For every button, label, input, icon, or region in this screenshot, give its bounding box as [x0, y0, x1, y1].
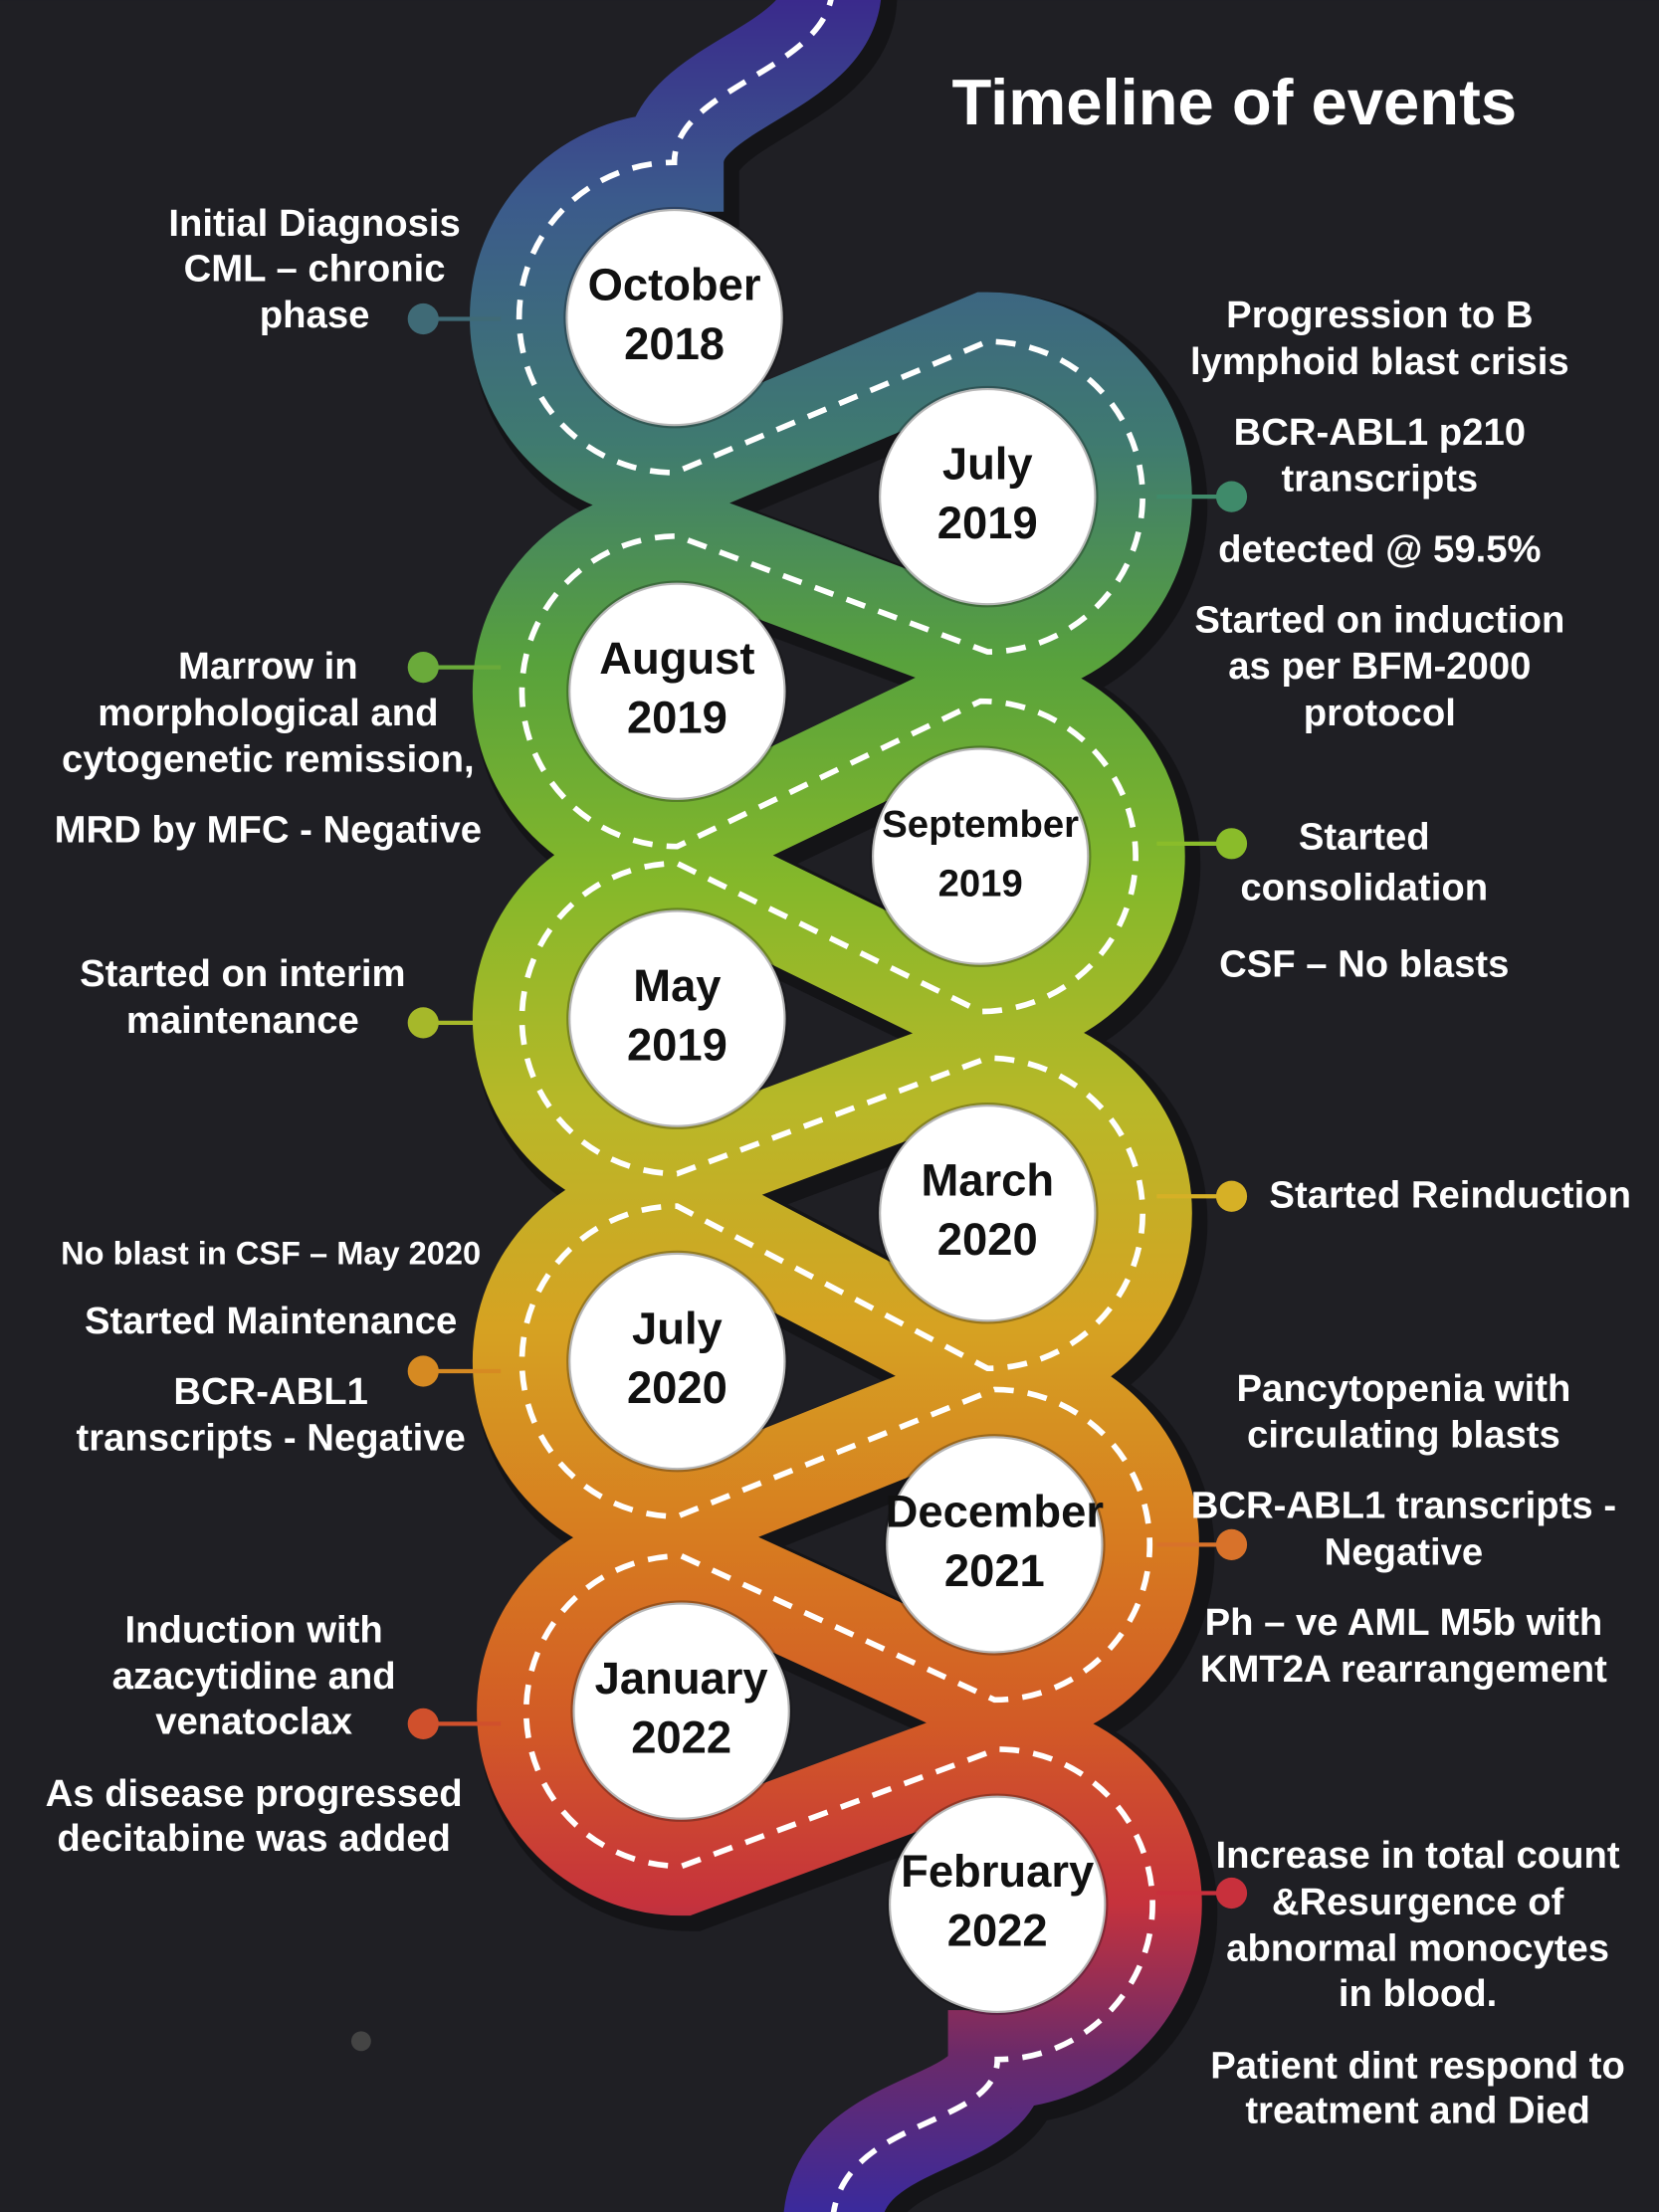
note-line: Patient dint respond to [1210, 2044, 1625, 2087]
note-line: No blast in CSF – May 2020 [61, 1234, 481, 1271]
date-label: 2020 [937, 1214, 1038, 1265]
note-line: Started [1299, 816, 1430, 859]
date-label: July [632, 1303, 723, 1353]
note-line: azacytidine and [112, 1655, 396, 1698]
note-line: transcripts - Negative [77, 1417, 466, 1460]
date-circle [869, 745, 1092, 967]
dot [407, 302, 439, 335]
note-line: maintenance [126, 999, 359, 1042]
note-line: protocol [1304, 692, 1456, 734]
date-label: May [633, 960, 721, 1011]
date-circle [563, 206, 785, 429]
note-line: venatoclax [155, 1700, 352, 1742]
note-line: Progression to B [1226, 294, 1533, 336]
dot [407, 1007, 439, 1039]
note-line: morphological and [98, 692, 438, 734]
date-label: 2021 [944, 1545, 1045, 1596]
date-label: 2020 [627, 1362, 727, 1413]
dot [407, 1708, 439, 1739]
note-line: Increase in total count [1216, 1834, 1620, 1877]
date-circle [566, 580, 788, 803]
note-line: MRD by MFC - Negative [55, 809, 482, 852]
date-label: 2019 [938, 862, 1023, 905]
date-label: 2019 [627, 1019, 727, 1070]
note-line: CML – chronic [184, 247, 446, 290]
dot [1215, 1877, 1248, 1910]
date-circle [570, 1600, 792, 1822]
road-dashes [516, 0, 1155, 2212]
date-label: 2022 [947, 1906, 1048, 1956]
date-label: 2019 [937, 498, 1038, 548]
date-circle [876, 385, 1099, 608]
dot [1215, 1528, 1248, 1560]
date-label: 2018 [624, 318, 725, 369]
title: Timeline of events [952, 66, 1518, 138]
note-line: Negative [1325, 1530, 1484, 1573]
decor-dot [350, 2031, 371, 2052]
date-label: February [901, 1846, 1094, 1897]
note-line: BCR-ABL1 p210 [1234, 411, 1526, 454]
date-label: January [595, 1653, 768, 1704]
note-line: Marrow in [178, 645, 358, 688]
note-line: decitabine was added [57, 1817, 451, 1860]
date-label: September [882, 803, 1079, 846]
note-line: KMT2A rearrangement [1200, 1648, 1607, 1691]
note-line: BCR-ABL1 transcripts - [1191, 1485, 1616, 1527]
dot [407, 652, 439, 684]
note-line: &Resurgence of [1272, 1881, 1564, 1923]
note-line: consolidation [1240, 867, 1488, 909]
note-line: transcripts [1281, 458, 1478, 501]
note-line: cytogenetic remission, [62, 738, 475, 781]
dot [1215, 481, 1248, 512]
note-line: Started on induction [1194, 598, 1564, 641]
date-circle [886, 1793, 1109, 2016]
date-circle [884, 1434, 1106, 1656]
note-line: Started Maintenance [85, 1300, 457, 1342]
note-line: phase [260, 294, 370, 336]
date-circle [566, 907, 788, 1129]
note-line: in blood. [1339, 1972, 1497, 2015]
note-line: treatment and Died [1245, 2090, 1590, 2132]
note-line: circulating blasts [1247, 1414, 1560, 1457]
date-label: March [921, 1154, 1054, 1205]
note-line: As disease progressed [46, 1772, 463, 1815]
note-line: Started Reinduction [1269, 1174, 1631, 1217]
note-line: Initial Diagnosis [168, 202, 460, 245]
dot [407, 1355, 439, 1387]
note-line: lymphoid blast crisis [1190, 340, 1569, 383]
dot [1215, 1180, 1248, 1212]
note-line: Started on interim [80, 952, 405, 995]
dot [1215, 828, 1248, 860]
date-circle [876, 1102, 1099, 1324]
date-label: August [599, 633, 754, 684]
note-line: abnormal monocytes [1226, 1927, 1609, 1970]
date-label: October [588, 259, 761, 309]
note-line: Pancytopenia with [1236, 1367, 1570, 1410]
note-line: BCR-ABL1 [173, 1370, 368, 1413]
date-label: 2022 [631, 1711, 731, 1762]
note-line: as per BFM-2000 [1228, 645, 1531, 688]
note-line: detected @ 59.5% [1218, 528, 1541, 571]
note-line: CSF – No blasts [1219, 942, 1509, 985]
date-label: December [886, 1487, 1104, 1537]
date-circle [566, 1250, 788, 1473]
date-label: 2019 [627, 693, 727, 743]
date-label: July [942, 438, 1033, 489]
note-line: Ph – ve AML M5b with [1205, 1601, 1603, 1644]
note-line: Induction with [124, 1608, 382, 1651]
